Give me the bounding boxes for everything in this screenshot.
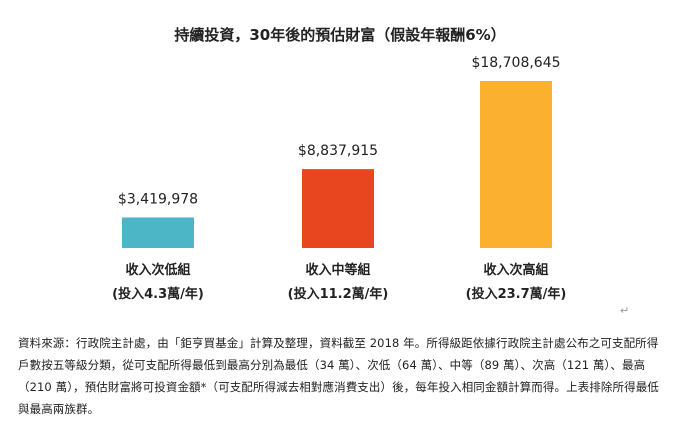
category-sublabel-1: (投入4.3萬/年) — [112, 286, 204, 302]
category-sublabel-2: (投入11.2萬/年) — [288, 286, 389, 302]
bar-3 — [480, 81, 552, 248]
source-note: 資料來源：行政院主計處，由「鉅亨買基金」計算及整理，資料截至 2018 年。所得… — [18, 336, 659, 416]
chart-area: 持續投資，30年後的預估財富（假設年報酬6%） $3,419,978 收入次低組 (… — [112, 26, 567, 302]
category-sublabel-3: (投入23.7萬/年) — [466, 286, 567, 302]
data-label-3: $18,708,645 — [471, 55, 560, 71]
bar-2 — [302, 169, 374, 248]
category-label-1: 收入次低組 — [125, 262, 190, 278]
bar-chart: $3,419,978 收入次低組 (投入4.3萬/年) $8,837,915 收入中等組… — [112, 55, 567, 302]
category-label-3: 收入次高組 — [483, 262, 548, 278]
data-label-2: $8,837,915 — [298, 143, 378, 159]
category-label-2: 收入中等組 — [305, 262, 370, 278]
chart-title: 持續投資，30年後的預估財富（假設年報酬6%） — [174, 26, 506, 44]
data-label-1: $3,419,978 — [118, 191, 198, 207]
return-mark: ↵ — [620, 304, 630, 317]
bar-1 — [122, 217, 194, 248]
